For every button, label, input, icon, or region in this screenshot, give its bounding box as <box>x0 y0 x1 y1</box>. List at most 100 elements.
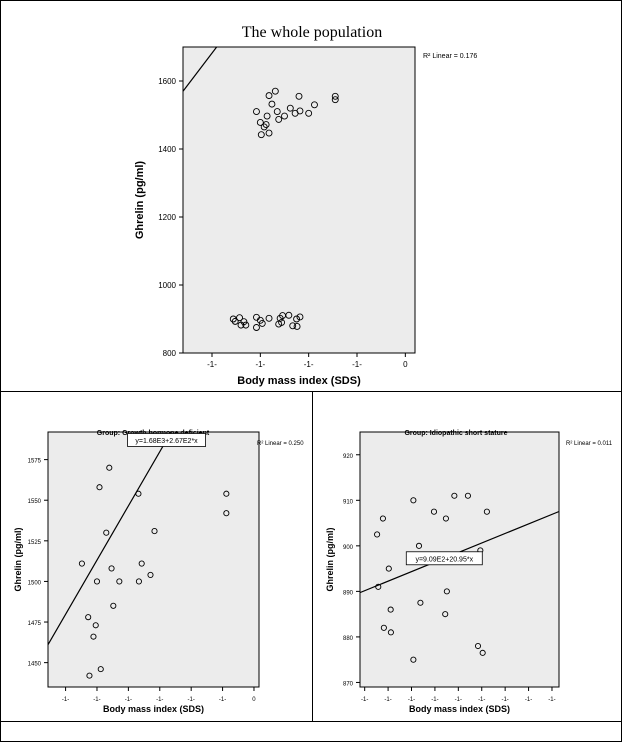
x-tick-label: -1- <box>431 697 438 703</box>
fit-equation-box <box>127 433 206 447</box>
chart-title: Group: Idiopathic short stature <box>404 430 507 437</box>
data-point <box>242 321 250 329</box>
data-point <box>305 109 313 117</box>
data-point <box>92 622 99 629</box>
data-point <box>151 528 158 535</box>
data-point <box>90 633 97 640</box>
data-point <box>273 108 281 116</box>
x-tick-label: -1- <box>207 360 217 369</box>
y-tick-label: 890 <box>343 590 354 596</box>
x-tick-label: 0 <box>403 360 408 369</box>
y-axis-label: Ghrelin (pg/ml) <box>134 161 146 240</box>
x-tick-label: -1- <box>548 697 555 703</box>
data-point <box>331 96 339 104</box>
data-point <box>260 123 268 131</box>
x-tick-label: -1- <box>62 697 69 703</box>
y-axis-label: Ghrelin (pg/ml) <box>325 527 335 591</box>
data-point <box>417 599 424 606</box>
plot-area <box>182 46 416 354</box>
y-tick-label: 880 <box>343 636 354 642</box>
data-point <box>410 497 417 504</box>
data-point <box>116 578 123 585</box>
data-point <box>296 313 304 321</box>
data-point <box>443 588 450 595</box>
data-point <box>265 314 273 322</box>
data-point <box>231 317 239 325</box>
data-point <box>296 107 304 115</box>
data-point <box>93 578 101 585</box>
x-tick-label: -1- <box>501 697 508 703</box>
data-point <box>96 484 103 491</box>
r2-label: R² Linear = 0.011 <box>566 441 613 447</box>
data-point <box>86 672 93 679</box>
data-point <box>257 131 265 139</box>
x-tick-label: -1- <box>384 697 391 703</box>
data-point <box>106 464 113 471</box>
bottom-strip <box>0 721 622 742</box>
data-point <box>275 115 283 123</box>
x-tick-label: -1- <box>156 697 163 703</box>
y-tick-label: 1475 <box>28 621 42 627</box>
data-point <box>229 315 237 323</box>
data-point <box>375 583 382 590</box>
data-point <box>253 108 260 116</box>
data-point <box>236 314 244 322</box>
data-point <box>442 611 449 618</box>
r2-label: R² Linear = 0.176 <box>423 53 477 60</box>
x-axis-label: Body mass index (SDS) <box>409 704 510 714</box>
y-tick-label: 910 <box>343 499 354 505</box>
fit-equation-label: y=1.68E3+2.67E2*x <box>135 438 198 445</box>
data-point <box>135 578 142 585</box>
data-point <box>278 318 286 326</box>
data-point <box>223 510 230 517</box>
data-point <box>285 311 293 319</box>
y-tick-label: 1525 <box>28 540 42 546</box>
data-point <box>268 100 276 108</box>
data-point <box>295 92 303 100</box>
data-point <box>293 323 301 330</box>
y-tick-label: 1200 <box>158 213 176 222</box>
data-point <box>415 542 423 549</box>
data-point <box>464 492 471 499</box>
data-point <box>451 492 458 499</box>
data-point <box>379 515 386 522</box>
data-point <box>265 92 273 100</box>
x-tick-label: -1- <box>455 697 462 703</box>
data-point <box>483 508 490 515</box>
fit-equation-box <box>405 551 483 566</box>
x-tick-label: -1- <box>304 360 314 369</box>
chart-whole-population: The whole population R² Linear = 0.176 800… <box>134 24 477 387</box>
y-tick-label: 920 <box>343 454 354 460</box>
data-point <box>410 656 417 663</box>
y-tick-label: 1400 <box>158 145 176 154</box>
x-axis-label: Body mass index (SDS) <box>103 704 204 714</box>
x-tick-label: -1- <box>525 697 532 703</box>
x-axis-label: Body mass index (SDS) <box>237 375 361 387</box>
x-tick-label: 0 <box>252 697 256 703</box>
fit-line <box>48 432 172 645</box>
y-tick-label: 1575 <box>28 459 42 465</box>
y-axis-label: Ghrelin (pg/ml) <box>13 527 23 591</box>
data-point <box>311 101 318 109</box>
data-point <box>78 560 85 567</box>
chart-panel-idiopathic-short-stature: Group: Idiopathic short stature R² Linear… <box>312 391 622 722</box>
data-point <box>138 560 145 567</box>
chart-growth-hormone-deficient: Group: Growth hormone deficientR² Linear… <box>13 430 304 714</box>
y-tick-label: 870 <box>343 681 354 687</box>
data-point <box>293 315 301 323</box>
data-point <box>289 322 297 330</box>
data-point <box>331 92 339 100</box>
data-point <box>103 529 110 536</box>
y-tick-label: 800 <box>163 349 177 358</box>
data-point <box>387 629 394 636</box>
data-point <box>474 642 482 650</box>
chart-panel-growth-hormone-deficient: Group: Growth hormone deficientR² Linear… <box>0 391 313 722</box>
y-tick-label: 1550 <box>28 499 42 505</box>
data-point <box>256 119 264 126</box>
data-point <box>385 565 392 572</box>
x-tick-label: -1- <box>255 360 265 369</box>
data-point <box>263 112 271 120</box>
y-tick-label: 900 <box>343 545 354 551</box>
data-point <box>258 319 266 327</box>
y-tick-label: 1600 <box>158 77 176 86</box>
